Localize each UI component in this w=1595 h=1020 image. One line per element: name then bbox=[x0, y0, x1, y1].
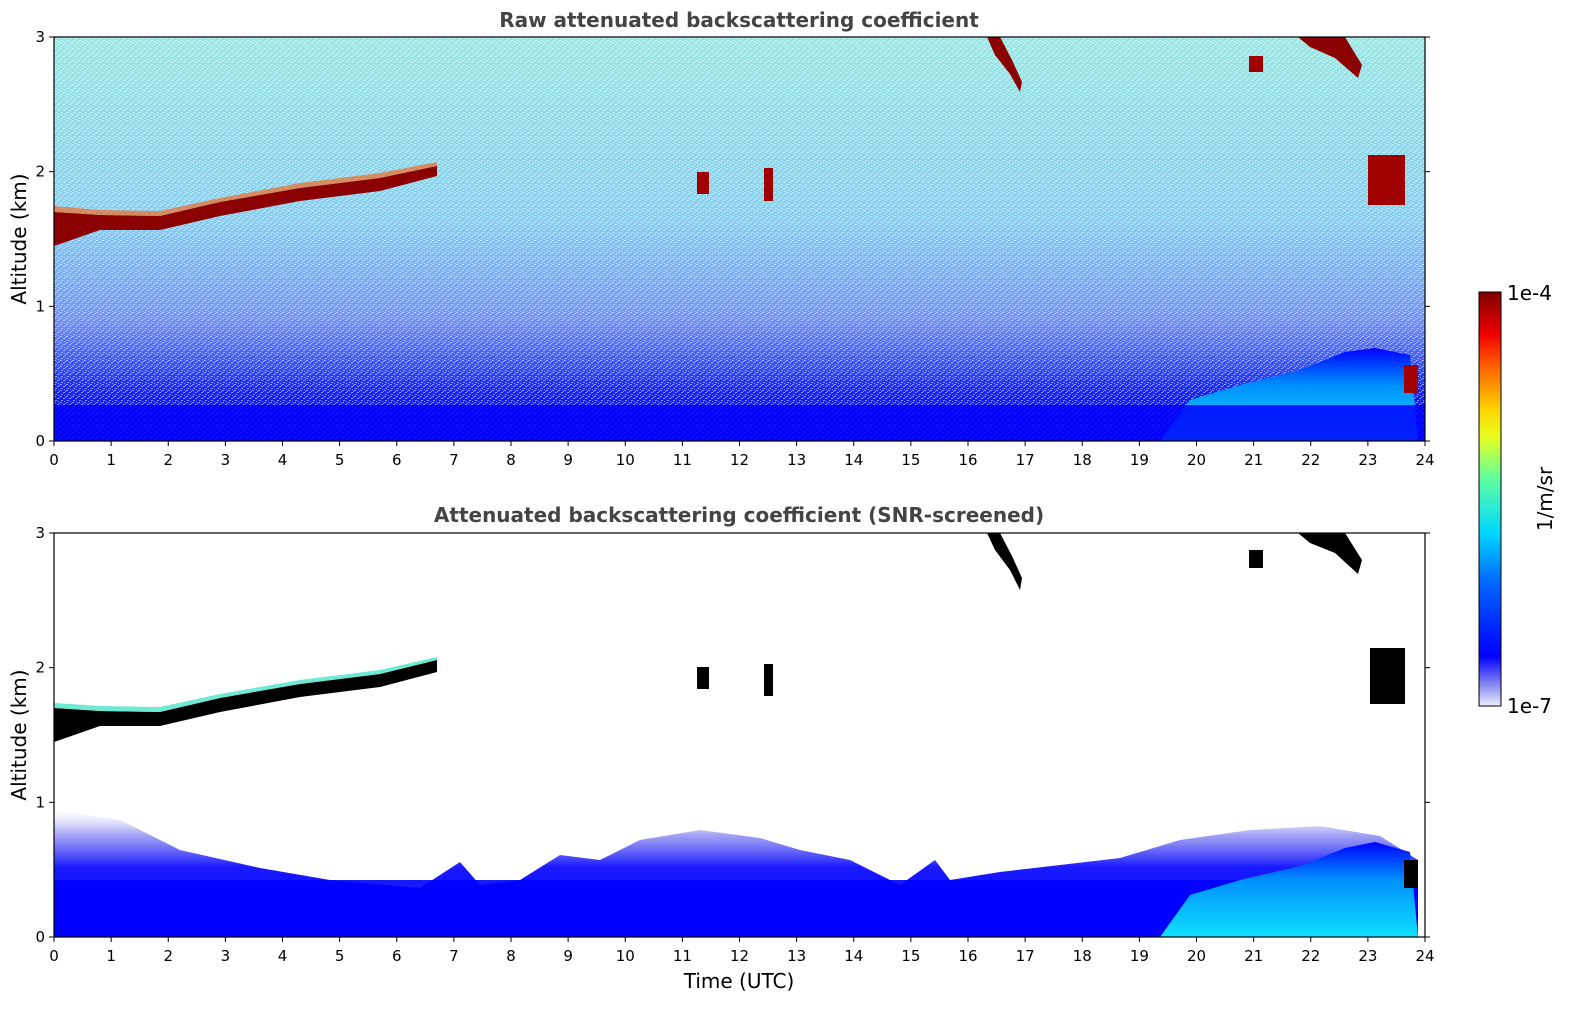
x-tick-label: 10 bbox=[616, 451, 635, 469]
heatmap-snr bbox=[54, 533, 1425, 937]
x-tick-label: 15 bbox=[901, 947, 920, 965]
x-tick-label: 7 bbox=[449, 947, 459, 965]
panel-raw: Raw attenuated backscattering coefficien… bbox=[7, 8, 1435, 469]
x-tick-label: 11 bbox=[673, 947, 692, 965]
panel-title-raw: Raw attenuated backscattering coefficien… bbox=[499, 8, 979, 32]
raw-cloud-edge bbox=[54, 162, 437, 216]
x-tick-label: 13 bbox=[787, 947, 806, 965]
x-tick-label: 5 bbox=[335, 451, 345, 469]
x-tick-label: 8 bbox=[506, 947, 516, 965]
x-tick-label: 14 bbox=[844, 947, 863, 965]
x-tick-label: 23 bbox=[1358, 451, 1377, 469]
x-tick-label: 12 bbox=[730, 947, 749, 965]
x-tick-label: 8 bbox=[506, 451, 516, 469]
snr-boundary-layer bbox=[1160, 842, 1418, 937]
x-tick-label: 19 bbox=[1130, 947, 1149, 965]
y-ticks-snr: 0 1 2 3 bbox=[35, 524, 1430, 946]
x-tick-label: 1 bbox=[106, 947, 116, 965]
raw-boundary-patch bbox=[1404, 365, 1418, 393]
x-tick-label: 0 bbox=[49, 451, 59, 469]
x-tick-label: 22 bbox=[1301, 947, 1320, 965]
x-tick-label: 15 bbox=[901, 451, 920, 469]
x-tick-label: 24 bbox=[1415, 947, 1434, 965]
x-ticks-snr: 0 1 2 3 4 5 6 7 8 9 10 11 12 13 14 15 16 17 18 19 20 21 22 23 24 bbox=[49, 937, 1435, 965]
y-ticks-raw: 0 1 2 3 bbox=[35, 28, 1430, 450]
x-tick-label: 19 bbox=[1130, 451, 1149, 469]
x-tick-label: 7 bbox=[449, 451, 459, 469]
x-tick-label: 18 bbox=[1073, 947, 1092, 965]
snr-cloud-patch-12h bbox=[764, 664, 773, 696]
y-tick-label: 1 bbox=[35, 793, 45, 811]
x-tick-label: 3 bbox=[221, 947, 231, 965]
y-axis-label-raw: Altitude (km) bbox=[7, 173, 31, 304]
x-tick-label: 17 bbox=[1016, 451, 1035, 469]
x-tick-label: 9 bbox=[563, 451, 573, 469]
x-tick-label: 10 bbox=[616, 947, 635, 965]
x-tick-label: 16 bbox=[958, 451, 977, 469]
snr-cloud-edge bbox=[54, 657, 437, 712]
snr-cloud-patch-22h bbox=[1298, 533, 1362, 574]
x-axis-label: Time (UTC) bbox=[683, 969, 795, 993]
x-tick-label: 6 bbox=[392, 947, 402, 965]
snr-cloud-patch-23h bbox=[1370, 648, 1405, 704]
y-tick-label: 3 bbox=[35, 524, 45, 542]
y-axis-label-snr: Altitude (km) bbox=[7, 669, 31, 800]
x-tick-label: 23 bbox=[1358, 947, 1377, 965]
snr-cloud-patch-21h bbox=[1249, 550, 1263, 568]
raw-cloud-patch-17h bbox=[987, 37, 1022, 92]
panel-snr: Attenuated backscattering coefficient (S… bbox=[7, 503, 1435, 993]
y-tick-label: 1 bbox=[35, 297, 45, 315]
heatmap-raw-noise bbox=[54, 37, 1425, 441]
x-tick-label: 16 bbox=[958, 947, 977, 965]
colorbar-max-label: 1e-4 bbox=[1507, 281, 1552, 305]
y-tick-label: 3 bbox=[35, 28, 45, 46]
x-tick-label: 14 bbox=[844, 451, 863, 469]
x-tick-label: 20 bbox=[1187, 451, 1206, 469]
x-tick-label: 9 bbox=[563, 947, 573, 965]
x-tick-label: 21 bbox=[1244, 947, 1263, 965]
raw-cloud-patch-23h bbox=[1368, 155, 1405, 205]
colorbar-min-label: 1e-7 bbox=[1507, 694, 1552, 718]
x-tick-label: 0 bbox=[49, 947, 59, 965]
raw-cloud-patch-21h bbox=[1249, 56, 1263, 72]
snr-cloud-patch-11h bbox=[697, 667, 709, 689]
y-tick-label: 2 bbox=[35, 659, 45, 677]
y-tick-label: 0 bbox=[35, 928, 45, 946]
colorbar: 1e-4 1e-7 1/m/sr bbox=[1478, 281, 1557, 718]
x-tick-label: 6 bbox=[392, 451, 402, 469]
raw-surface-band bbox=[54, 405, 1425, 441]
x-tick-label: 4 bbox=[278, 947, 288, 965]
x-tick-label: 24 bbox=[1415, 451, 1434, 469]
x-tick-label: 22 bbox=[1301, 451, 1320, 469]
colorbar-gradient bbox=[1478, 291, 1502, 707]
colorbar-unit-label: 1/m/sr bbox=[1533, 466, 1557, 531]
heatmap-raw bbox=[54, 37, 1425, 441]
x-tick-label: 12 bbox=[730, 451, 749, 469]
x-tick-label: 2 bbox=[163, 947, 173, 965]
raw-cloud-patch-11h bbox=[697, 172, 709, 194]
x-tick-label: 17 bbox=[1016, 947, 1035, 965]
raw-cloud-patch-12h bbox=[764, 168, 773, 201]
x-tick-label: 20 bbox=[1187, 947, 1206, 965]
x-tick-label: 4 bbox=[278, 451, 288, 469]
snr-cloud-patch-17h bbox=[987, 533, 1022, 590]
x-tick-label: 3 bbox=[221, 451, 231, 469]
raw-cloud-layer bbox=[54, 166, 437, 246]
y-tick-label: 2 bbox=[35, 163, 45, 181]
x-tick-label: 1 bbox=[106, 451, 116, 469]
x-tick-label: 18 bbox=[1073, 451, 1092, 469]
x-tick-label: 2 bbox=[163, 451, 173, 469]
x-tick-label: 11 bbox=[673, 451, 692, 469]
x-tick-label: 13 bbox=[787, 451, 806, 469]
snr-cloud-layer bbox=[54, 660, 437, 742]
y-tick-label: 0 bbox=[35, 432, 45, 450]
x-ticks-raw: 0 1 2 3 4 5 6 7 8 9 10 11 12 13 14 15 16 17 18 19 20 21 22 23 24 bbox=[49, 441, 1435, 469]
snr-boundary-patch bbox=[1404, 860, 1418, 888]
x-tick-label: 21 bbox=[1244, 451, 1263, 469]
panel-title-snr: Attenuated backscattering coefficient (S… bbox=[434, 503, 1044, 527]
x-tick-label: 5 bbox=[335, 947, 345, 965]
raw-cloud-patch-22h bbox=[1298, 37, 1362, 78]
